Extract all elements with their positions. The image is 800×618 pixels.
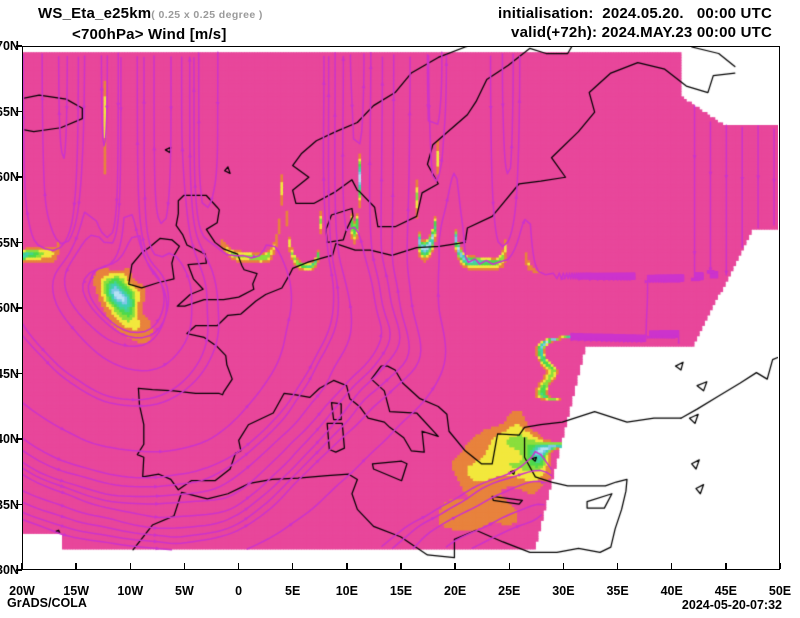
y-axis-tick-label: 50N [0,301,19,315]
x-axis-tick [670,563,673,569]
y-axis-tick-label: 70N [0,39,19,53]
y-axis-tick-label: 60N [0,170,19,184]
initialisation-label: initialisation: 2024.05.20. 00:00 UTC [498,5,772,22]
x-axis-tick [21,563,23,569]
x-axis-tick [75,563,77,569]
x-axis-tick [237,563,240,569]
resolution-label: ( 0.25 x 0.25 degree ) [151,9,263,21]
x-axis-tick-label: 15W [63,584,89,598]
y-axis-tick-label: 65N [0,104,19,119]
x-axis-tick [779,563,781,569]
y-axis-tick [16,307,22,309]
y-axis-tick [16,110,22,113]
generation-timestamp-label: 2024-05-20-07:32 [681,598,782,612]
y-axis-tick-label: 30N [0,563,19,577]
x-axis-tick [454,563,456,569]
x-axis-tick-label: 25E [498,584,521,598]
valid-time-label: valid(+72h): 2024.MAY.23 00:00 UTC [511,24,772,41]
x-axis-tick [129,563,132,569]
y-axis-tick [16,372,22,375]
y-axis-tick-label: 40N [0,432,19,446]
x-axis-tick [400,563,402,569]
x-axis-tick-label: 45E [714,584,737,598]
y-axis-tick [16,176,22,178]
x-axis-tick-label: 35E [606,584,629,598]
y-axis-tick-label: 35N [0,497,19,512]
x-axis-tick-label: 50E [768,584,792,598]
y-axis-tick [16,438,22,440]
x-axis-tick-label: 5E [285,584,301,598]
y-axis-tick [16,45,22,47]
y-axis-tick [16,503,22,506]
level-field-label: <700hPa> Wind [m/s] [72,26,227,43]
header-left-block: WS_Eta_e25km( 0.25 x 0.25 degree ) <700h… [0,4,400,44]
x-axis-tick [616,563,619,569]
map-canvas [23,47,778,568]
x-axis-tick-label: 0 [235,584,243,598]
model-title-line: WS_Eta_e25km( 0.25 x 0.25 degree ) [0,4,400,25]
producer-label: GrADS/COLA [7,596,87,610]
chart-header: WS_Eta_e25km( 0.25 x 0.25 degree ) <700h… [0,0,800,44]
x-axis-tick-label: 20W [9,584,35,598]
x-axis-tick-label: 40E [660,584,683,598]
x-axis-tick-label: 10W [117,584,144,598]
model-name-label: WS_Eta_e25km [38,5,152,22]
y-axis-tick-label: 55N [0,235,19,250]
x-axis-tick [291,563,294,569]
x-axis-tick-label: 20E [444,584,467,598]
x-axis-tick-label: 15E [389,584,413,598]
y-axis-tick-label: 45N [0,366,19,381]
wind-speed-map-plot [22,46,780,570]
x-axis-tick-label: 10E [335,584,358,598]
x-axis-tick-label: 30E [552,584,575,598]
x-axis-tick [508,563,511,569]
y-axis-tick [16,569,22,571]
x-axis-tick-label: 5W [175,584,194,598]
x-axis-tick [562,563,565,569]
x-axis-tick [183,563,186,569]
header-right-block: initialisation: 2024.05.20. 00:00 UTC va… [400,4,800,42]
x-axis-tick [346,563,348,569]
y-axis-tick [16,241,22,244]
x-axis-tick [725,563,727,569]
